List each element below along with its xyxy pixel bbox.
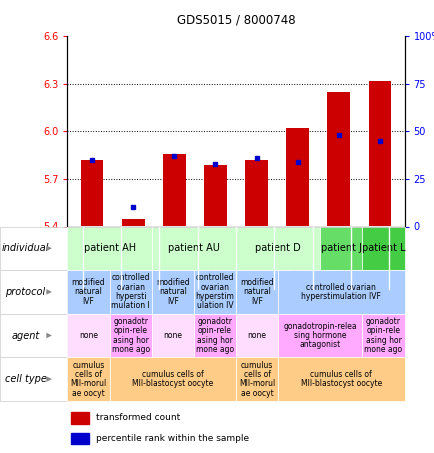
Bar [245,160,267,226]
Bar [194,314,236,357]
Text: cumulus
cells of
MII-morul
ae oocyt: cumulus cells of MII-morul ae oocyt [238,361,275,398]
Bar [327,92,349,226]
Bar [151,314,194,357]
Text: cell type: cell type [5,374,46,384]
Text: patient AU: patient AU [168,243,219,253]
Bar [277,314,362,357]
Bar [163,154,185,226]
Text: gonadotropin-relea
sing hormone
antagonist: gonadotropin-relea sing hormone antagoni… [283,322,356,349]
Bar [235,314,277,357]
Bar [122,218,144,226]
Bar [362,226,404,270]
Bar [235,270,277,313]
Bar [109,270,151,313]
Bar [67,226,151,270]
Text: none: none [163,331,182,340]
Text: none: none [247,331,266,340]
Bar [109,357,235,401]
Text: modified
natural
IVF: modified natural IVF [72,278,105,306]
Bar [71,433,89,444]
Bar [0,314,67,357]
Bar [277,357,404,401]
Bar [319,226,362,270]
Bar [235,226,319,270]
Text: controlled
ovarian
hyperstim
ulation IV: controlled ovarian hyperstim ulation IV [195,273,234,310]
Bar [109,314,151,357]
Text: patient J: patient J [320,243,361,253]
Text: cumulus
cells of
MII-morul
ae oocyt: cumulus cells of MII-morul ae oocyt [70,361,106,398]
Bar [71,412,89,424]
Text: individual: individual [2,243,49,253]
Text: patient L: patient L [361,243,404,253]
Text: modified
natural
IVF: modified natural IVF [156,278,189,306]
Text: controlled
ovarian
hypersti
mulation I: controlled ovarian hypersti mulation I [111,273,150,310]
Text: patient AH: patient AH [83,243,135,253]
Text: cumulus cells of
MII-blastocyst oocyte: cumulus cells of MII-blastocyst oocyte [300,370,381,388]
Text: GDS5015 / 8000748: GDS5015 / 8000748 [176,14,295,27]
Text: transformed count: transformed count [96,413,180,422]
Bar [0,357,67,401]
Bar [368,81,390,226]
Text: percentile rank within the sample: percentile rank within the sample [96,434,249,443]
Bar [81,160,103,226]
Text: patient D: patient D [255,243,300,253]
Bar [362,314,404,357]
Bar [0,226,67,270]
Text: gonadotr
opin-rele
asing hor
mone ago: gonadotr opin-rele asing hor mone ago [364,317,401,354]
Bar [67,314,109,357]
Text: agent: agent [11,331,39,341]
Bar [151,270,194,313]
Text: protocol: protocol [6,287,46,297]
Text: gonadotr
opin-rele
asing hor
mone ago: gonadotr opin-rele asing hor mone ago [195,317,233,354]
Bar [235,357,277,401]
Bar [204,164,226,226]
Bar [67,270,109,313]
Bar [67,357,109,401]
Text: gonadotr
opin-rele
asing hor
mone ago: gonadotr opin-rele asing hor mone ago [111,317,149,354]
Bar [194,270,236,313]
Bar [277,270,404,313]
Bar [286,128,308,226]
Text: modified
natural
IVF: modified natural IVF [240,278,273,306]
Bar [151,226,235,270]
Text: cumulus cells of
MII-blastocyst oocyte: cumulus cells of MII-blastocyst oocyte [132,370,213,388]
Bar [0,270,67,313]
Text: none: none [79,331,98,340]
Text: controlled ovarian
hyperstimulation IVF: controlled ovarian hyperstimulation IVF [301,283,380,301]
